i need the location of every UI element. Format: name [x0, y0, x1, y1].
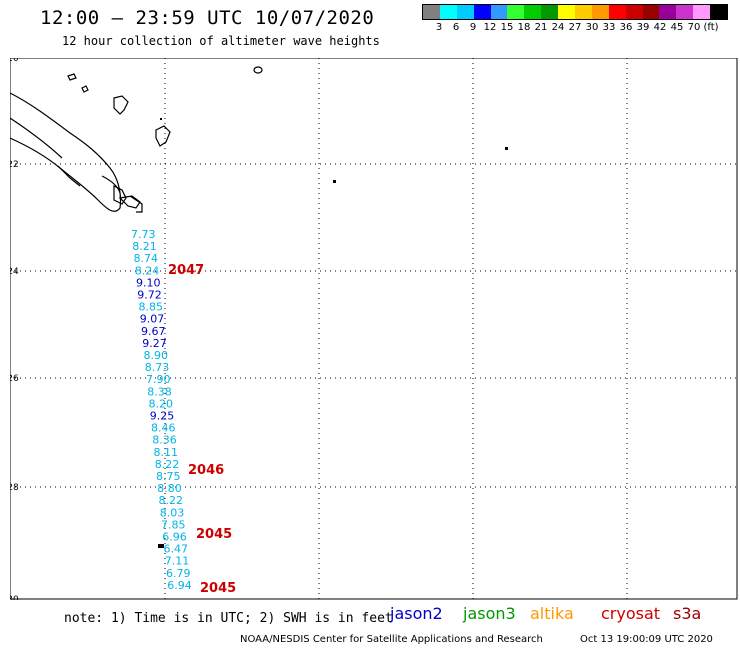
scale-label: 36 — [619, 22, 633, 33]
wave-height-value: 9.10 — [136, 276, 161, 289]
wave-height-map: 165168171174177-20-22-24-26-28-30 7.738.… — [10, 58, 738, 600]
y-tick-label: -30 — [10, 595, 19, 600]
wave-height-value: 8.38 — [147, 385, 172, 398]
scale-label: 21 — [534, 22, 548, 33]
wave-height-value: 8.21 — [132, 240, 157, 253]
scale-swatch — [575, 5, 592, 19]
scale-label: 39 — [636, 22, 650, 33]
scale-swatch — [693, 5, 711, 19]
satellite-label-jason3: jason3 — [463, 604, 516, 623]
satellite-label-s3a: s3a — [673, 604, 702, 623]
pass-time-label: 2047 — [168, 263, 204, 278]
scale-label: 15 — [500, 22, 514, 33]
scale-swatch — [642, 5, 660, 19]
scale-swatch — [676, 5, 694, 19]
satellite-label-jason2: jason2 — [390, 604, 443, 623]
scale-swatch — [456, 5, 474, 19]
wave-height-value: 9.25 — [150, 410, 175, 423]
wave-height-value: 9.67 — [141, 325, 166, 338]
wave-height-value: 8.24 — [135, 264, 160, 277]
page-subtitle: 12 hour collection of altimeter wave hei… — [62, 34, 380, 48]
scale-swatch — [541, 5, 559, 19]
wave-height-value: 7.73 — [131, 228, 156, 241]
graticule — [10, 58, 737, 599]
y-tick-label: -24 — [10, 267, 19, 277]
scale-swatch — [591, 5, 609, 19]
y-tick-label: -20 — [10, 58, 19, 64]
scale-swatch — [625, 5, 643, 19]
wave-height-value: 7.85 — [161, 518, 186, 531]
wave-height-value: 8.22 — [159, 494, 184, 507]
wave-height-value: 6.94 — [167, 579, 192, 592]
pass-time-label: 2045 — [200, 581, 236, 596]
scale-label: (ft) — [703, 22, 719, 33]
scale-label: 30 — [585, 22, 599, 33]
y-tick-label: -22 — [10, 160, 19, 170]
coastline — [10, 66, 263, 213]
scale-swatch — [507, 5, 525, 19]
track-values: 7.738.218.748.249.109.728.859.079.679.27… — [131, 228, 192, 592]
wave-height-value: 8.46 — [151, 422, 176, 435]
scale-label: 24 — [551, 22, 565, 33]
scale-label: 9 — [469, 22, 477, 33]
scale-label: 18 — [517, 22, 531, 33]
wave-height-value: 8.03 — [160, 506, 185, 519]
time-labels: 2047 2046 2045 2045 — [168, 263, 236, 596]
wave-height-value: 7.90 — [146, 373, 171, 386]
small-islands — [158, 118, 508, 548]
page-title: 12:00 – 23:59 UTC 10/07/2020 — [40, 7, 375, 29]
color-scale-labels: 3 6 9 12 15 18 21 24 27 30 33 36 39 42 45 70 (ft) — [422, 22, 740, 36]
wave-height-value: 8.22 — [155, 458, 180, 471]
pass-time-label: 2045 — [196, 527, 232, 542]
footer-org: NOAA/NESDIS Center for Satellite Applica… — [240, 634, 543, 645]
wave-height-value: 8.20 — [149, 397, 174, 410]
wave-height-value: 8.90 — [144, 349, 169, 362]
wave-height-value: 9.07 — [140, 313, 165, 326]
wave-height-value: 8.11 — [154, 446, 179, 459]
wave-height-value: 6.96 — [162, 531, 187, 544]
scale-label: 70 — [687, 22, 701, 33]
wave-height-value: 8.36 — [152, 434, 177, 447]
scale-label: 33 — [602, 22, 616, 33]
scale-label: 6 — [452, 22, 460, 33]
satellite-label-cryosat: cryosat — [601, 604, 661, 623]
note-text: note: 1) Time is in UTC; 2) SWH is in fe… — [64, 611, 393, 626]
scale-swatch — [473, 5, 491, 19]
scale-swatch — [423, 5, 440, 19]
footer-timestamp: Oct 13 19:00:09 UTC 2020 — [580, 634, 713, 645]
scale-swatch — [659, 5, 677, 19]
wave-height-value: 9.72 — [137, 289, 162, 302]
scale-swatch — [439, 5, 457, 19]
color-scale-bar — [422, 4, 728, 20]
wave-height-value: 8.74 — [134, 252, 159, 265]
wave-height-value: 6.47 — [164, 543, 189, 556]
wave-height-value: 9.27 — [142, 337, 167, 350]
scale-label: 27 — [568, 22, 582, 33]
wave-height-value: 7.11 — [165, 555, 190, 568]
scale-label: 3 — [435, 22, 443, 33]
scale-swatch — [608, 5, 626, 19]
satellite-label-altika: altika — [530, 604, 574, 623]
wave-height-value: 8.75 — [156, 470, 181, 483]
wave-height-value: 8.80 — [157, 482, 182, 495]
wave-height-value: 6.79 — [166, 567, 191, 580]
pass-time-label: 2046 — [188, 463, 224, 478]
y-tick-label: -26 — [10, 374, 19, 384]
scale-swatch — [558, 5, 576, 19]
wave-height-value: 8.85 — [139, 301, 164, 314]
scale-label: 12 — [483, 22, 497, 33]
scale-label: 42 — [653, 22, 667, 33]
scale-label: 45 — [670, 22, 684, 33]
wave-height-value: 8.73 — [145, 361, 170, 374]
scale-swatch — [490, 5, 508, 19]
scale-swatch — [524, 5, 542, 19]
map-frame — [10, 58, 738, 600]
scale-swatch — [710, 5, 728, 19]
y-tick-label: -28 — [10, 483, 19, 493]
axis-labels: 165168171174177-20-22-24-26-28-30 — [10, 58, 19, 600]
